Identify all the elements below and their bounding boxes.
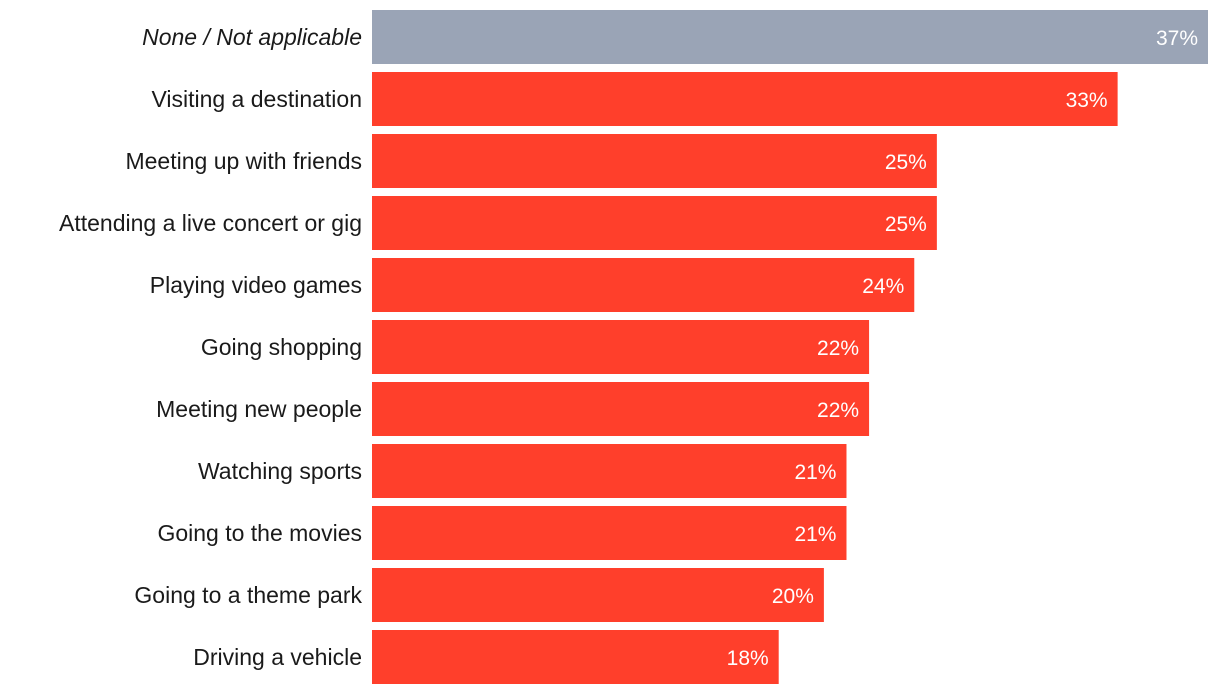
value-label-0: 37%: [1156, 27, 1198, 50]
value-label-7: 21%: [794, 461, 836, 484]
value-label-5: 22%: [817, 337, 859, 360]
category-label-10: Driving a vehicle: [193, 644, 362, 670]
value-label-2: 25%: [885, 151, 927, 174]
bar-3: [372, 196, 937, 250]
value-labels: 37% 33% 25% 25% 24% 22% 22% 21% 21% 20% 18%: [727, 27, 1198, 670]
category-label-1: Visiting a destination: [151, 86, 362, 112]
bar-7: [372, 444, 847, 498]
value-label-9: 20%: [772, 585, 814, 608]
value-label-10: 18%: [727, 647, 769, 670]
category-label-7: Watching sports: [198, 458, 362, 484]
value-label-1: 33%: [1066, 89, 1108, 112]
category-labels: None / Not applicable Visiting a destinat…: [59, 24, 363, 670]
bar-6: [372, 382, 870, 436]
value-label-8: 21%: [794, 523, 836, 546]
category-label-8: Going to the movies: [157, 520, 362, 546]
bar-0: [372, 10, 1208, 64]
category-label-0: None / Not applicable: [142, 24, 362, 50]
bar-4: [372, 258, 915, 312]
category-label-5: Going shopping: [201, 334, 362, 360]
category-label-3: Attending a live concert or gig: [59, 210, 362, 236]
bar-1: [372, 72, 1118, 126]
bar-2: [372, 134, 937, 188]
category-label-2: Meeting up with friends: [125, 148, 362, 174]
bar-10: [372, 630, 779, 684]
category-label-4: Playing video games: [150, 272, 362, 298]
category-label-6: Meeting new people: [156, 396, 362, 422]
value-label-4: 24%: [862, 275, 904, 298]
bars-group: [372, 10, 1208, 684]
bar-9: [372, 568, 824, 622]
bar-5: [372, 320, 870, 374]
category-label-9: Going to a theme park: [134, 582, 362, 608]
value-label-6: 22%: [817, 399, 859, 422]
bar-8: [372, 506, 847, 560]
value-label-3: 25%: [885, 213, 927, 236]
